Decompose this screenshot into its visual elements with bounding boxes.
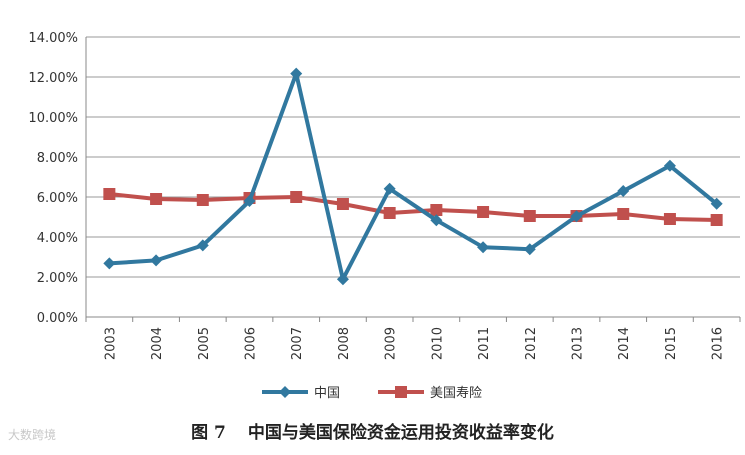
line-chart: 0.00% 2.00% 4.00% 6.00% 8.00% 10.00% 12.00% 14.… (28, 31, 741, 401)
x-tick-label: 2016 (711, 327, 726, 360)
y-axis-ticks: 0.00% 2.00% 4.00% 6.00% 8.00% 10.00% 12.00% 14.… (28, 31, 78, 326)
data-point (196, 239, 209, 252)
grid-lines (86, 36, 740, 278)
y-tick-label: 0.00% (37, 311, 78, 326)
x-tick-label: 2011 (477, 327, 492, 360)
x-tick-label: 2014 (617, 327, 632, 360)
legend-item: 中国 (262, 386, 340, 401)
data-point (523, 210, 536, 222)
figure-number: 图 7 (191, 423, 226, 443)
data-point (523, 243, 536, 256)
y-tick-label: 8.00% (37, 151, 78, 166)
data-point (290, 67, 303, 80)
legend: 中国 美国寿险 (262, 386, 482, 401)
x-tick-label: 2007 (290, 327, 305, 360)
data-point (710, 197, 723, 210)
figure-caption: 图 7 中国与美国保险资金运用投资收益率变化 (0, 418, 745, 443)
watermark: 大数跨境 (8, 428, 57, 442)
series-line (109, 71, 718, 282)
series (103, 67, 723, 286)
figure-title: 中国与美国保险资金运用投资收益率变化 (247, 423, 554, 443)
legend-marker (395, 386, 407, 398)
data-point (336, 198, 349, 210)
data-point (336, 273, 349, 286)
series-china (103, 67, 723, 286)
data-point (290, 191, 303, 203)
y-tick-label: 6.00% (37, 191, 78, 206)
data-point (663, 159, 676, 172)
data-point (103, 188, 116, 200)
data-point (243, 195, 256, 207)
y-tick-label: 4.00% (37, 231, 78, 246)
y-tick-label: 14.00% (28, 31, 78, 46)
x-tick-label: 2013 (571, 327, 586, 360)
x-tick-label: 2005 (197, 327, 212, 360)
series-us-life-insurance (103, 188, 723, 226)
data-point (383, 182, 396, 195)
data-point (710, 214, 723, 226)
legend-item: 美国寿险 (378, 386, 482, 401)
y-tick-label: 12.00% (28, 71, 78, 86)
x-tick-label: 2015 (664, 327, 679, 360)
data-point (617, 208, 630, 220)
data-point (570, 210, 583, 223)
data-point (103, 257, 116, 270)
data-point (477, 206, 490, 218)
legend-marker (279, 386, 291, 398)
x-tick-label: 2012 (524, 327, 539, 360)
data-point (150, 193, 163, 205)
x-axis-ticks: 2003 2004 2005 2006 2007 2008 2009 2010 2011 2012… (103, 327, 725, 360)
data-point (663, 213, 676, 225)
y-tick-label: 2.00% (37, 271, 78, 286)
y-tick-label: 10.00% (28, 111, 78, 126)
axes (85, 37, 741, 322)
data-point (150, 254, 163, 267)
x-tick-label: 2006 (244, 327, 259, 360)
x-tick-label: 2010 (430, 327, 445, 360)
data-point (430, 204, 443, 216)
data-point (383, 207, 396, 219)
x-tick-label: 2004 (150, 327, 165, 360)
data-point (430, 214, 443, 227)
x-tick-label: 2009 (384, 327, 399, 360)
x-tick-label: 2008 (337, 327, 352, 360)
data-point (196, 194, 209, 206)
data-point (617, 185, 630, 197)
legend-label: 美国寿险 (430, 386, 482, 401)
series-line (109, 192, 717, 222)
x-tick-label: 2003 (103, 327, 118, 360)
data-point (477, 241, 490, 254)
legend-label: 中国 (314, 386, 340, 401)
